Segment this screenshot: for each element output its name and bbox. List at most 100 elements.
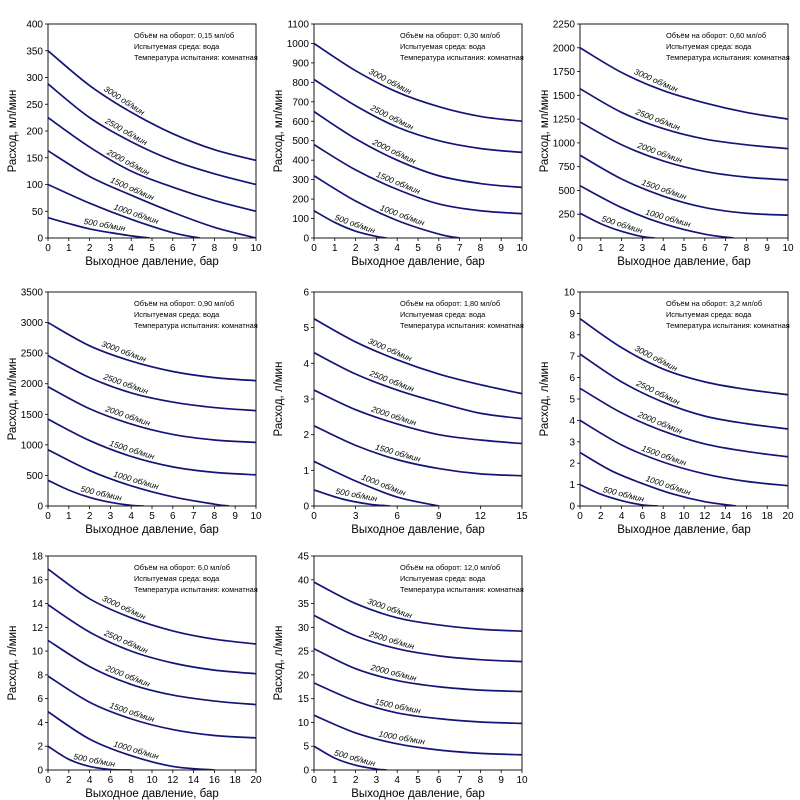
y-tick-label: 7 — [569, 352, 575, 363]
y-tick-label: 500 — [26, 471, 43, 482]
y-tick-label: 800 — [292, 78, 309, 89]
chart-panel-4: 0 1 2 3 4 5 6 7 8 9 10 0 500 1000 1500 2000 2500 3000 3500… — [0, 268, 266, 537]
y-tick-label: 12 — [32, 623, 44, 634]
y-axis-title: Расход, л/мин — [273, 362, 285, 437]
x-tick-label: 5 — [681, 243, 687, 254]
x-axis-title: Выходное давление, бар — [617, 524, 750, 536]
series-label: 3000 об/мин — [366, 597, 413, 621]
y-axis-title: Расход, л/мин — [7, 626, 19, 701]
series-line-2000-rpm — [48, 386, 256, 444]
y-axis-title: Расход, мл/мин — [539, 90, 551, 173]
x-tick-label: 7 — [457, 243, 463, 254]
series-line-500-rpm — [48, 216, 151, 238]
y-tick-label: 8 — [569, 330, 575, 341]
y-tick-label: 500 — [558, 186, 575, 197]
chart-svg-4: 0 1 2 3 4 5 6 7 8 9 10 0 500 1000 1500 2000 2500 3000 3500… — [7, 288, 262, 537]
series-label: 500 об/мин — [335, 487, 378, 504]
x-tick-label: 9 — [232, 243, 238, 254]
series-line-2500-rpm — [314, 78, 522, 154]
series-line-3000-rpm — [48, 321, 256, 382]
y-axis-title: Расход, мл/мин — [7, 358, 19, 441]
x-tick-label: 10 — [516, 775, 528, 786]
x-tick-label: 0 — [311, 243, 317, 254]
y-tick-label: 600 — [292, 117, 309, 128]
series-line-3000-rpm — [48, 568, 256, 645]
x-tick-label: 0 — [311, 511, 317, 522]
x-tick-label: 0 — [577, 243, 583, 254]
x-tick-label: 2 — [353, 775, 359, 786]
y-tick-label: 200 — [26, 127, 43, 138]
test-info-line: Температура испытания: комнатная — [666, 53, 790, 62]
test-info-line: Температура испытания: комнатная — [400, 585, 524, 594]
x-tick-label: 1 — [66, 243, 72, 254]
y-tick-label: 4 — [303, 359, 309, 370]
x-tick-label: 9 — [436, 511, 442, 522]
x-axis-title: Выходное давление, бар — [351, 788, 484, 800]
x-tick-label: 3 — [374, 775, 380, 786]
series-line-1500-rpm — [314, 424, 522, 477]
y-tick-label: 0 — [37, 502, 43, 513]
curves-group — [314, 318, 522, 506]
x-tick-label: 6 — [640, 511, 646, 522]
series-label: 3000 об/мин — [102, 84, 146, 117]
y-axis-title: Расход, л/мин — [273, 626, 285, 701]
series-label: 2500 об/мин — [101, 372, 149, 396]
x-tick-label: 3 — [108, 511, 114, 522]
y-tick-label: 5 — [303, 742, 309, 753]
x-tick-label: 10 — [250, 511, 262, 522]
y-tick-label: 0 — [569, 234, 575, 245]
y-tick-label: 50 — [32, 207, 44, 218]
series-label: 2000 об/мин — [369, 404, 418, 427]
y-tick-label: 1000 — [553, 138, 576, 149]
x-axis-title: Выходное давление, бар — [351, 524, 484, 536]
test-info-line: Объём на оборот: 0,60 мл/об — [666, 31, 766, 40]
y-tick-label: 5 — [303, 323, 309, 334]
x-tick-label: 0 — [45, 511, 51, 522]
y-tick-label: 500 — [292, 136, 309, 147]
test-info-line: Испытуемая среда: вода — [134, 42, 220, 51]
y-axis-title: Расход, мл/мин — [273, 90, 285, 173]
series-label: 1500 об/мин — [108, 439, 156, 462]
test-info-line: Объём на оборот: 0,15 мл/об — [134, 31, 234, 40]
x-tick-label: 9 — [764, 243, 770, 254]
y-tick-label: 2000 — [21, 379, 44, 390]
x-tick-label: 5 — [415, 243, 421, 254]
x-tick-label: 7 — [191, 511, 197, 522]
x-tick-label: 15 — [516, 511, 528, 522]
y-tick-label: 1500 — [21, 410, 44, 421]
test-info-line: Испытуемая среда: вода — [134, 310, 220, 319]
y-tick-label: 300 — [26, 73, 43, 84]
curves-group — [580, 318, 788, 506]
series-label: 2500 об/мин — [633, 107, 681, 132]
y-tick-label: 100 — [26, 180, 43, 191]
x-tick-label: 6 — [702, 243, 708, 254]
test-info-line: Температура испытания: комнатная — [134, 53, 258, 62]
y-tick-label: 2000 — [553, 43, 576, 54]
x-tick-label: 4 — [394, 243, 400, 254]
test-info-line: Температура испытания: комнатная — [666, 321, 790, 330]
y-tick-label: 14 — [32, 599, 44, 610]
x-tick-label: 20 — [250, 775, 262, 786]
test-info-line: Испытуемая среда: вода — [400, 310, 486, 319]
series-label: 2000 об/мин — [370, 137, 417, 166]
y-tick-label: 30 — [298, 623, 310, 634]
series-line-1500-rpm — [580, 154, 788, 217]
chart-svg-7: 0 2 4 6 8 10 12 14 16 18 20 0 2 4 6 8 10 12 14 16 18 Выходное… — [7, 552, 262, 800]
y-tick-label: 150 — [26, 153, 43, 164]
y-tick-label: 6 — [569, 373, 575, 384]
y-tick-label: 1500 — [553, 91, 576, 102]
curves-group — [314, 42, 522, 238]
series-line-3000-rpm — [580, 318, 788, 396]
y-tick-label: 0 — [303, 766, 309, 777]
x-tick-label: 6 — [436, 775, 442, 786]
y-tick-label: 1 — [569, 480, 575, 491]
series-line-1000-rpm — [314, 714, 522, 756]
series-line-2000-rpm — [314, 389, 522, 445]
x-tick-label: 2 — [66, 775, 72, 786]
y-tick-label: 10 — [564, 288, 576, 299]
y-tick-label: 2 — [303, 430, 309, 441]
chart-svg-3: 0 1 2 3 4 5 6 7 8 9 10 0 250 500 750 1000 1250 1500 1750 20… — [539, 20, 794, 269]
test-info-line: Испытуемая среда: вода — [666, 42, 752, 51]
